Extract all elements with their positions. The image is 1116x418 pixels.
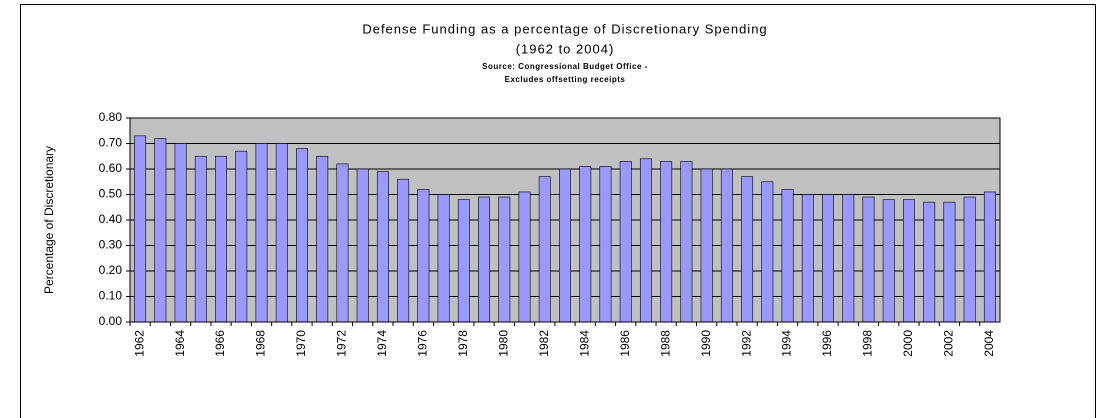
bar xyxy=(235,150,248,323)
bar xyxy=(720,168,733,323)
x-tick-label: 1990 xyxy=(699,330,713,357)
bar xyxy=(296,148,308,323)
x-tick-label: 1994 xyxy=(780,330,794,357)
bar xyxy=(842,194,855,323)
bar xyxy=(983,191,996,323)
bar xyxy=(397,178,410,323)
x-tick-label: 1984 xyxy=(577,330,591,357)
bar xyxy=(943,201,956,323)
y-tick-label: 0.60 xyxy=(99,161,123,175)
y-axis-title: Percentage of Discretionary xyxy=(42,146,56,294)
x-tick-label: 1988 xyxy=(658,330,672,357)
x-tick-label: 1976 xyxy=(416,330,430,357)
chart-title: Defense Funding as a percentage of Discr… xyxy=(362,21,767,36)
y-tick-label: 0.80 xyxy=(99,110,123,124)
x-tick-label: 1962 xyxy=(132,330,146,357)
bar xyxy=(862,196,875,323)
y-tick-label: 0.20 xyxy=(99,263,123,277)
bar xyxy=(963,196,976,323)
x-tick-label: 2004 xyxy=(982,330,996,357)
y-tick-label: 0.10 xyxy=(99,289,123,303)
x-tick-label: 1996 xyxy=(820,330,834,357)
bar xyxy=(336,163,349,323)
x-tick-label: 1974 xyxy=(375,330,389,357)
bar xyxy=(538,176,551,323)
bar xyxy=(801,194,814,323)
x-tick-label: 1982 xyxy=(537,330,551,357)
bar xyxy=(316,155,329,323)
x-tick-label: 1998 xyxy=(861,330,875,357)
bar xyxy=(376,171,389,323)
y-tick-label: 0.30 xyxy=(99,238,123,252)
bar xyxy=(882,199,895,323)
bar xyxy=(437,194,450,323)
x-tick-label: 2000 xyxy=(901,330,915,357)
y-tick-label: 0.70 xyxy=(99,136,123,150)
bar xyxy=(134,135,147,323)
x-tick-label: 1986 xyxy=(618,330,632,357)
x-tick-label: 1964 xyxy=(173,330,187,357)
bar xyxy=(639,158,652,323)
bar xyxy=(781,189,794,323)
bar xyxy=(154,138,167,323)
bar xyxy=(194,155,207,323)
bar xyxy=(559,168,571,323)
bar xyxy=(680,161,693,323)
bar xyxy=(660,161,673,323)
x-tick-label: 1966 xyxy=(213,330,227,357)
y-tick-label: 0.00 xyxy=(99,314,123,328)
bar xyxy=(741,176,754,323)
bar xyxy=(518,191,531,323)
bar xyxy=(457,199,470,323)
bar xyxy=(761,181,774,323)
bar xyxy=(599,166,612,323)
bar xyxy=(700,168,713,323)
bar xyxy=(923,201,936,323)
bar xyxy=(498,196,511,323)
bar xyxy=(255,143,268,323)
bar xyxy=(215,155,228,323)
source-note: Source: Congressional Budget Office - xyxy=(482,62,648,71)
bar xyxy=(174,143,187,323)
y-tick-label: 0.50 xyxy=(99,187,123,201)
bar xyxy=(619,161,632,323)
exclusion-note: Excludes offsetting receipts xyxy=(505,75,626,84)
bar xyxy=(902,199,915,323)
bar xyxy=(417,189,430,323)
x-tick-label: 1972 xyxy=(335,330,349,357)
x-tick-label: 2002 xyxy=(942,330,956,357)
bar xyxy=(579,166,592,323)
bar xyxy=(822,194,834,323)
x-tick-label: 1980 xyxy=(496,330,510,357)
x-tick-label: 1970 xyxy=(294,330,308,357)
x-tick-label: 1978 xyxy=(456,330,470,357)
x-tick-label: 1992 xyxy=(739,330,753,357)
x-tick-label: 1968 xyxy=(254,330,268,357)
y-tick-label: 0.40 xyxy=(99,212,123,226)
plot-border xyxy=(129,117,1001,323)
bar xyxy=(478,196,491,323)
bar xyxy=(275,143,288,323)
chart-subtitle: (1962 to 2004) xyxy=(516,41,615,56)
bar xyxy=(356,168,369,323)
